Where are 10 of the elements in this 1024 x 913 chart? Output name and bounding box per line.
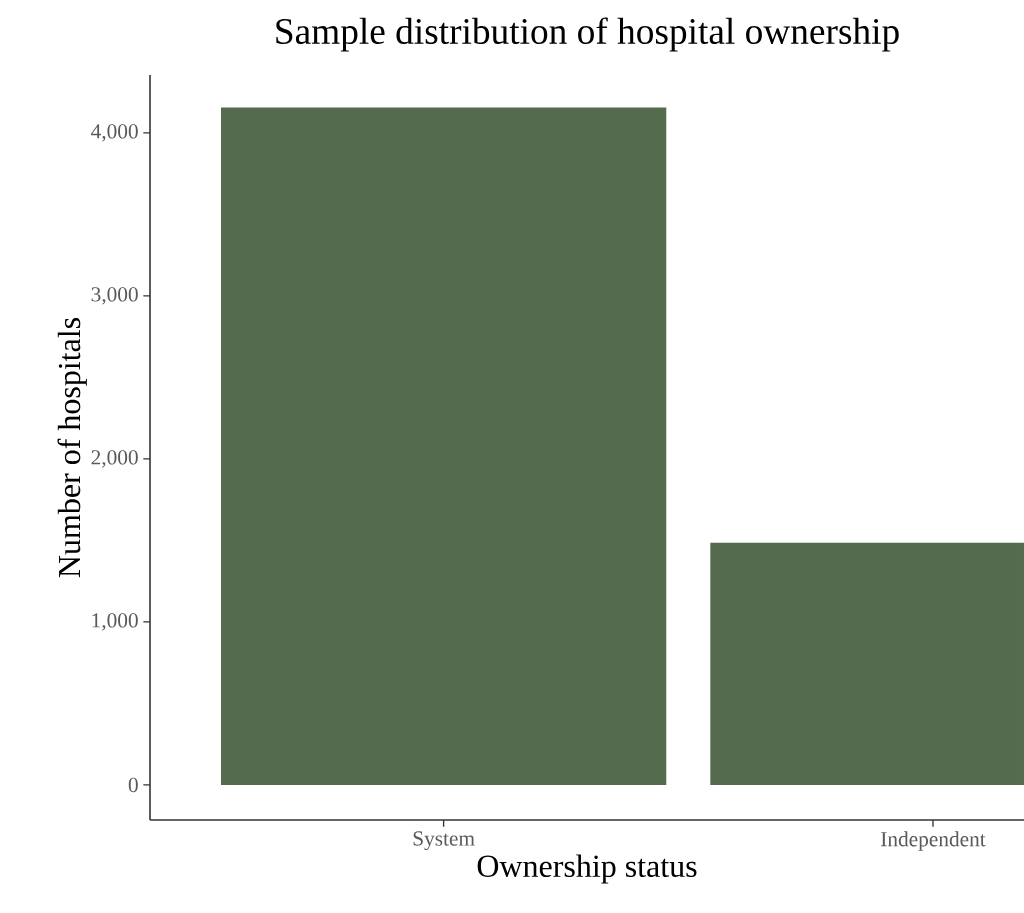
- x-tick-label: Independent: [881, 831, 986, 851]
- y-axis-title: Number of hospitals: [57, 318, 87, 578]
- y-tick-label: 3,000: [91, 287, 138, 305]
- x-axis-title: Ownership status: [477, 854, 697, 884]
- y-tick-label: 0: [128, 777, 138, 793]
- y-tick-label: 1,000: [92, 613, 138, 631]
- y-tick-label: 4,000: [91, 124, 138, 142]
- y-tick-label: 2,000: [91, 450, 138, 468]
- chart-title: Sample distribution of hospital ownership: [276, 17, 899, 52]
- x-tick-label: System: [413, 831, 475, 851]
